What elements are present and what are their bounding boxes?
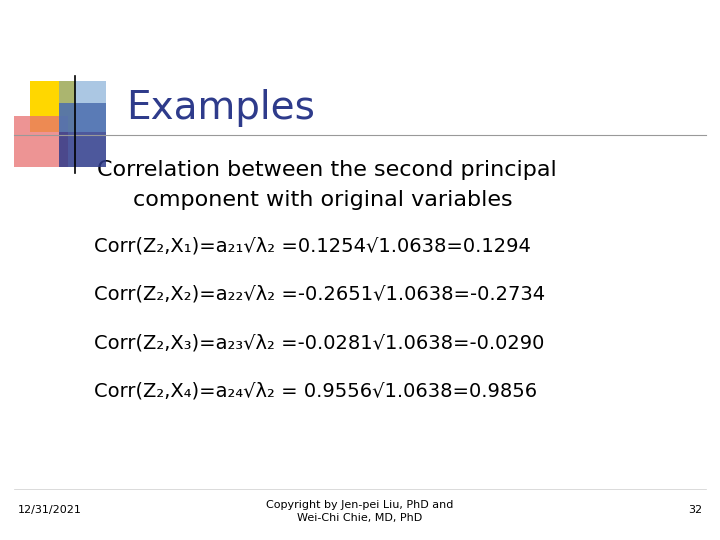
Text: Corr(Z₂,X₃)=a₂₃√λ₂ =-0.0281√1.0638=-0.0290: Corr(Z₂,X₃)=a₂₃√λ₂ =-0.0281√1.0638=-0.02… (94, 333, 544, 353)
Text: 32: 32 (688, 505, 702, 515)
Bar (14, 116, 68, 167)
Bar (59, 103, 106, 167)
Text: Correlation between the second principal: Correlation between the second principal (97, 160, 557, 180)
Text: Corr(Z₂,X₄)=a₂₄√λ₂ = 0.9556√1.0638=0.9856: Corr(Z₂,X₄)=a₂₄√λ₂ = 0.9556√1.0638=0.985… (94, 382, 536, 401)
Bar (59, 81, 106, 132)
Text: Examples: Examples (126, 89, 315, 127)
Text: component with original variables: component with original variables (133, 190, 513, 210)
Text: Corr(Z₂,X₂)=a₂₂√λ₂ =-0.2651√1.0638=-0.2734: Corr(Z₂,X₂)=a₂₂√λ₂ =-0.2651√1.0638=-0.27… (94, 285, 545, 304)
Text: Wei-Chi Chie, MD, PhD: Wei-Chi Chie, MD, PhD (297, 514, 423, 523)
Text: Corr(Z₂,X₁)=a₂₁√λ₂ =0.1254√1.0638=0.1294: Corr(Z₂,X₁)=a₂₁√λ₂ =0.1254√1.0638=0.1294 (94, 236, 531, 255)
Text: 12/31/2021: 12/31/2021 (18, 505, 82, 515)
Text: Copyright by Jen-pei Liu, PhD and: Copyright by Jen-pei Liu, PhD and (266, 500, 454, 510)
Bar (30, 81, 75, 132)
